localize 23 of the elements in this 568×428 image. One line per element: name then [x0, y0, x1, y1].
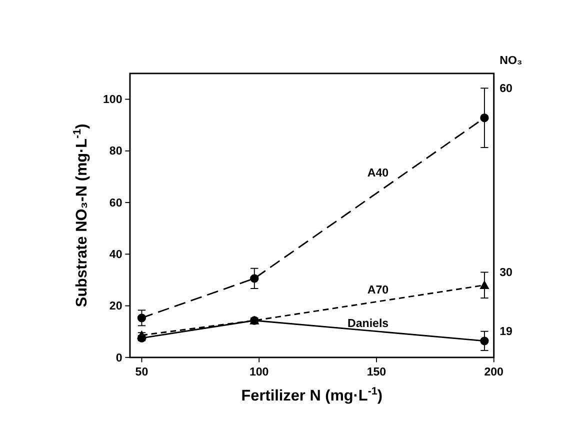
y-tick-label: 80: [109, 146, 122, 158]
point: [480, 336, 489, 346]
series-label: A40: [367, 167, 389, 180]
x-tick-label: 50: [135, 366, 148, 379]
y-tick-label: 60: [109, 197, 122, 210]
text: 60: [500, 83, 512, 96]
x-tick-label: 100: [249, 366, 269, 379]
point: [250, 274, 259, 283]
series-label: A70: [367, 284, 389, 297]
x-axis-title: Fertilizer N (mg·L$^{-1}$): [241, 386, 383, 405]
y-tick-label: 40: [109, 249, 122, 262]
point: [137, 314, 146, 322]
y-tick-label: 0: [116, 352, 122, 364]
point: [480, 114, 489, 122]
series-label: Daniels: [348, 318, 389, 330]
x-tick-label: 200: [484, 366, 504, 379]
text: 19: [500, 326, 512, 338]
point: [480, 280, 490, 289]
text: 30: [500, 267, 512, 280]
y-tick-label: 100: [103, 94, 122, 106]
y-tick-label: 20: [109, 300, 122, 313]
text: NO₃: [500, 54, 522, 67]
x-tick-label: 150: [366, 366, 386, 379]
